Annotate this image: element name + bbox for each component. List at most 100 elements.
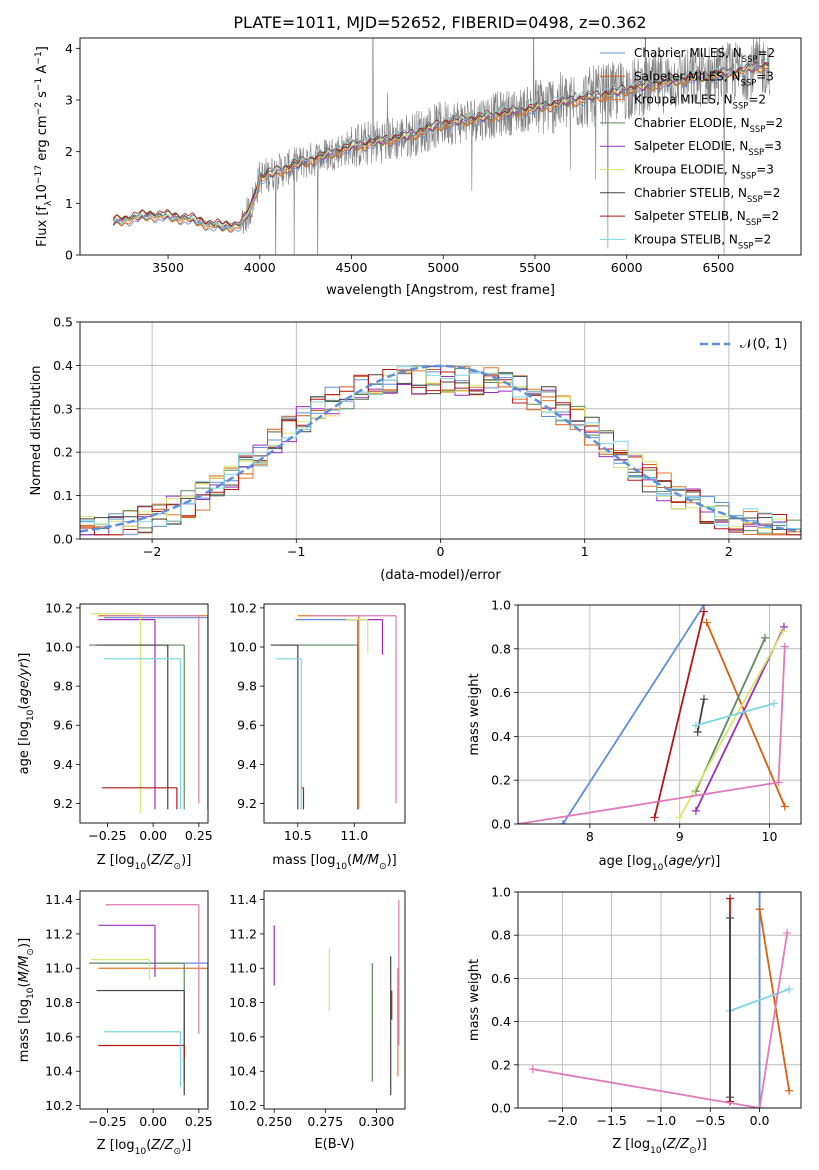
- weight-vs-metallicity-panel: −2.0 −1.5 −1.0 −0.5 0.0 0.0 0.2 0.4 0.6 0.8 1.0 Z […: [467, 885, 802, 1156]
- figure-title: PLATE=1011, MJD=52652, FIBERID=0498, z=0…: [233, 13, 646, 32]
- x-tick-label: −1: [287, 544, 305, 559]
- weight-line: [678, 630, 784, 818]
- x-tick-label: 0.0: [750, 1113, 770, 1128]
- label-part: Salpeter ELODIE, N: [634, 139, 748, 153]
- label-part: ⊙: [26, 948, 36, 956]
- x-tick-label: 8: [586, 829, 594, 844]
- x-tick-label: 4500: [336, 260, 368, 275]
- label-part: age/yr: [669, 854, 712, 869]
- x-axis-label: wavelength [Angstrom, rest frame]: [326, 283, 555, 298]
- weight-marker: [699, 695, 708, 704]
- label-part: Salpeter MILES, N: [634, 69, 741, 83]
- weight-marker: [774, 778, 783, 787]
- y-tick-label: 11.2: [229, 926, 257, 941]
- weight-marker: [726, 1093, 735, 1102]
- label-part: Z [log: [97, 1138, 135, 1153]
- label-part: 10: [135, 862, 147, 872]
- y-tick-label: 0.4: [491, 1014, 511, 1029]
- y-tick-label: 11.2: [45, 926, 73, 941]
- label-part: λ: [44, 200, 54, 206]
- label-part: M/M: [352, 853, 379, 868]
- plot-area: [270, 615, 397, 810]
- label-part: SSP: [733, 101, 749, 111]
- y-tick-label: 0.4: [491, 729, 511, 744]
- axes-frame: [263, 890, 406, 1110]
- label-part: Z [log: [97, 853, 135, 868]
- label-part: ⊙: [689, 1146, 697, 1156]
- y-tick-label: 0: [65, 248, 73, 263]
- y-tick-label: 0.6: [491, 685, 511, 700]
- label-part: Chabrier ELODIE, N: [634, 116, 750, 130]
- weight-marker: [693, 728, 702, 737]
- y-tick-label: 10.2: [45, 600, 73, 615]
- label-part: Kroupa MILES, N: [634, 93, 733, 107]
- x-tick-label: −2: [143, 544, 161, 559]
- y-tick-label: 0.4: [53, 358, 73, 373]
- y-tick-label: 1: [65, 196, 73, 211]
- label-part: )]: [181, 1138, 191, 1153]
- weight-line: [695, 637, 766, 792]
- model-salpeter-stelib: [112, 62, 770, 227]
- label-part: (: [347, 853, 352, 868]
- label-part: 10: [26, 709, 36, 721]
- x-tick-label: 0.00: [139, 828, 167, 843]
- y-tick-label: 9.2: [237, 796, 257, 811]
- weight-line: [696, 699, 705, 733]
- y-tick-label: 10.4: [45, 1064, 73, 1079]
- y-tick-label: 10.8: [229, 995, 257, 1010]
- age-vs-mass-panel: 10.5 11.0 9.2 9.4 9.6 9.8 10.0 10.2 mass [log10(…: [229, 600, 406, 872]
- x-tick-label: 0.250: [256, 1114, 292, 1129]
- x-tick-label: −0.25: [88, 1114, 126, 1129]
- weight-line: [695, 702, 775, 727]
- label-part: age [log: [17, 721, 32, 774]
- label-part: SSP: [741, 171, 757, 181]
- label-part: )]: [697, 1137, 707, 1152]
- label-part: −1: [34, 51, 44, 64]
- plot-area: [80, 364, 801, 536]
- y-tick-label: 0.2: [491, 1057, 511, 1072]
- plot-area: [112, 38, 770, 255]
- y-tick-label: 10.6: [229, 1029, 257, 1044]
- weight-marker: [726, 913, 735, 922]
- x-tick-label: −0.5: [695, 1113, 725, 1128]
- label-part: Salpeter STELIB, N: [634, 209, 746, 223]
- label-part: (: [146, 853, 151, 868]
- label-part: (: [17, 704, 32, 709]
- model-kroupa-stelib: [112, 59, 770, 230]
- label-part: 10: [26, 987, 36, 999]
- label-part: Kroupa ELODIE, N: [634, 163, 741, 177]
- y-tick-label: 2: [65, 144, 73, 159]
- weight-marker: [780, 802, 789, 811]
- label-part: A: [35, 65, 50, 78]
- weight-line: [729, 988, 790, 1012]
- y-tick-label: 0.3: [53, 401, 73, 416]
- residual-histogram-panel: −2 −1 0 1 2 0.0 0.1 0.2 0.3 0.4 0.5 (data-model)/er…: [29, 315, 802, 583]
- y-tick-label: 9.8: [237, 679, 257, 694]
- weight-marker: [785, 985, 794, 994]
- label-part: =2: [754, 232, 772, 246]
- label-part: (: [17, 982, 32, 987]
- x-tick-label: −1.0: [646, 1113, 676, 1128]
- weight-marker: [675, 813, 684, 822]
- x-tick-label: 4000: [244, 260, 276, 275]
- legend-entry: Chabrier STELIB, NSSP=2: [634, 186, 780, 204]
- axes-frame: [79, 37, 802, 256]
- y-tick-label: 1.0: [491, 885, 511, 900]
- weight-marker: [779, 627, 788, 636]
- label-part: =2: [763, 186, 781, 200]
- x-axis-label: Z [log10(Z/Z⊙)]: [612, 1137, 707, 1156]
- y-tick-label: 0.0: [491, 817, 511, 832]
- label-part: 10: [652, 863, 664, 873]
- label-part: =2: [748, 93, 766, 107]
- label-part: Flux [f: [35, 206, 50, 247]
- label-part: SSP: [741, 77, 757, 87]
- x-tick-label: 0.275: [307, 1114, 343, 1129]
- label-part: ⊙: [174, 862, 182, 872]
- x-axis-label: mass [log10(M/M⊙)]: [272, 853, 396, 872]
- legend-entry: Chabrier MILES, NSSP=2: [634, 46, 775, 64]
- weight-marker: [558, 820, 567, 824]
- label-part: )]: [181, 853, 191, 868]
- label-part: Z/Z: [150, 853, 174, 868]
- y-tick-label: 0.1: [53, 488, 73, 503]
